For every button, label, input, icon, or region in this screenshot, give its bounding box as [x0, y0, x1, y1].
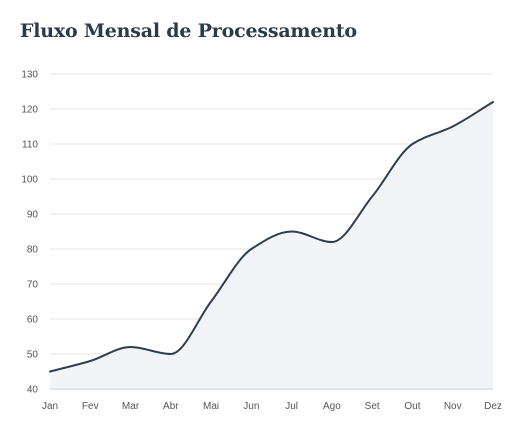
x-tick-label: Mai	[203, 401, 219, 412]
x-tick-label: Abr	[163, 401, 179, 412]
y-axis-labels: 40 50 60 70 80 90 100 110 120 130	[21, 70, 38, 396]
y-tick-label: 60	[27, 315, 39, 326]
y-tick-label: 40	[27, 385, 39, 396]
y-tick-label: 120	[21, 105, 38, 116]
x-tick-label: Jun	[243, 401, 259, 412]
x-tick-label: Out	[404, 401, 420, 412]
y-tick-label: 90	[27, 210, 39, 221]
x-tick-label: Jan	[42, 401, 58, 412]
x-tick-label: Set	[365, 401, 380, 412]
series-line	[49, 101, 494, 373]
chart-title: Fluxo Mensal de Processamento	[20, 20, 357, 42]
x-tick-label: Ago	[323, 401, 341, 412]
x-tick-label: Dez	[484, 401, 502, 412]
y-tick-label: 50	[27, 350, 39, 361]
y-tick-label: 100	[21, 175, 38, 186]
y-tick-label: 80	[27, 245, 39, 256]
x-tick-label: Jul	[285, 401, 298, 412]
y-tick-label: 70	[27, 280, 39, 291]
x-tick-label: Fev	[82, 401, 99, 412]
y-tick-label: 110	[22, 140, 38, 151]
x-tick-label: Mar	[122, 401, 140, 412]
x-axis-labels: Jan Fev Mar Abr Mai Jun Jul Ago Set Out Nov Dez	[42, 401, 502, 412]
x-tick-label: Nov	[444, 401, 462, 412]
series-area	[50, 102, 493, 389]
y-tick-label: 130	[21, 70, 38, 81]
